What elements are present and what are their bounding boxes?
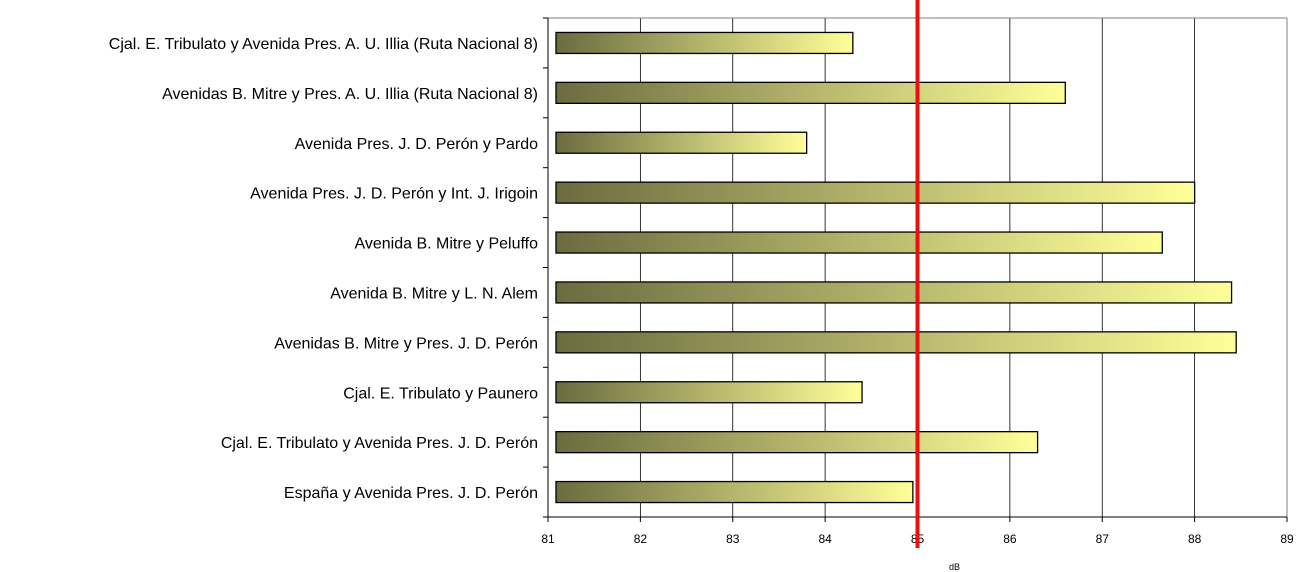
x-tick-label: 88 [1188,532,1202,546]
category-label: Avenida Pres. J. D. Perón y Pardo [295,136,538,153]
category-labels: Cjal. E. Tribulato y Avenida Pres. A. U.… [109,36,538,502]
bar [555,31,854,55]
category-label: Avenida B. Mitre y Peluffo [354,236,538,253]
bar [555,381,863,404]
category-label: Avenida B. Mitre y L. N. Alem [330,285,538,302]
category-label: Cjal. E. Tribulato y Avenida Pres. J. D.… [221,435,538,452]
category-label: Avenidas B. Mitre y Pres. A. U. Illia (R… [162,86,538,103]
x-axis-title: dB [949,562,960,572]
x-tick-label: 84 [818,532,832,546]
category-label: España y Avenida Pres. J. D. Perón [284,485,538,502]
category-label: Avenida Pres. J. D. Perón y Int. J. Irig… [250,186,538,203]
x-tick-label: 82 [634,532,648,546]
x-tick-label: 87 [1096,532,1110,546]
bars [555,31,1237,504]
x-tick-label: 89 [1280,532,1294,546]
bar [555,131,808,154]
bar [555,480,914,504]
bar [555,181,1196,204]
x-tick-label: 81 [541,532,555,546]
bar [555,281,1233,304]
x-tick-label: 86 [1003,532,1017,546]
category-label: Cjal. E. Tribulato y Avenida Pres. A. U.… [109,36,538,53]
category-label: Avenidas B. Mitre y Pres. J. D. Perón [274,335,538,352]
bar [555,331,1237,354]
category-label: Cjal. E. Tribulato y Paunero [343,385,538,402]
bar [555,81,1066,104]
bar [555,231,1163,254]
bar [555,430,1039,454]
x-tick-label: 83 [726,532,740,546]
